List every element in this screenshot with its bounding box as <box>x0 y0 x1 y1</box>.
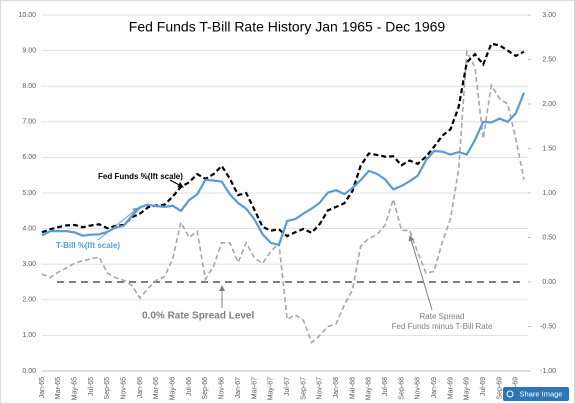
x-tick-label: Mar-69 <box>447 377 454 399</box>
x-tick-label: Nov-65 <box>121 377 128 400</box>
y-tick-label: 6.00 <box>22 154 36 161</box>
share-icon <box>506 390 514 398</box>
reference-annotation: 0.0% Rate Spread Level <box>142 311 254 322</box>
x-tick-label: Sep-66 <box>202 377 209 400</box>
x-tick-label: Jan-69 <box>431 377 438 399</box>
y2-tick-label: -0.50 <box>540 323 556 330</box>
y2-tick-label: 2.00 <box>542 101 556 108</box>
x-tick-label: Sep-69 <box>496 377 503 400</box>
annotation-arrow <box>408 235 433 311</box>
x-tick-label: Jul-69 <box>480 377 487 396</box>
y-tick-label: 3.00 <box>22 261 36 268</box>
series-line <box>41 92 526 247</box>
share-button-bg <box>503 387 569 401</box>
x-tick-label: Jan-68 <box>333 377 340 399</box>
x-tick-label: May-66 <box>170 377 177 400</box>
x-tick-label: Nov-67 <box>317 377 324 400</box>
y2-tick-label: 0.50 <box>542 234 556 241</box>
x-tick-label: Jan-65 <box>39 377 46 399</box>
series-annotation: T-Bill %(lft scale) <box>56 241 120 250</box>
x-tick-label: Jul-67 <box>284 377 291 396</box>
x-tick-label: Mar-68 <box>349 377 356 399</box>
y2-tick-label: -1.00 <box>540 368 556 375</box>
y-tick-label: 8.00 <box>22 83 36 90</box>
y-tick-label: 4.00 <box>22 225 36 232</box>
x-tick-label: May-67 <box>268 377 275 400</box>
x-tick-label: May-65 <box>72 377 79 400</box>
series-annotation: Fed Funds %(lft scale) <box>98 172 183 181</box>
x-tick-label: Mar-67 <box>251 377 258 399</box>
y2-tick-label: 1.50 <box>542 145 556 152</box>
x-tick-label: Sep-68 <box>398 377 405 400</box>
series-line <box>41 48 525 344</box>
share-button-label: Share Image <box>520 389 563 398</box>
x-tick-label: May-68 <box>366 377 373 400</box>
series-annotation: Fed Funds minus T-Bill Rate <box>392 322 493 331</box>
y-tick-label: 0.00 <box>22 368 36 375</box>
x-tick-label: May-69 <box>464 377 471 400</box>
share-button[interactable]: Share Image <box>503 387 569 401</box>
y-tick-label: 2.00 <box>22 297 36 304</box>
series-annotation: Rate Spread <box>420 312 465 321</box>
y2-tick-label: 0.00 <box>542 279 556 286</box>
annotation-arrow <box>169 179 184 188</box>
x-tick-label: Nov-68 <box>415 377 422 400</box>
y2-tick-label: 3.00 <box>542 12 556 19</box>
x-tick-label: Jan-67 <box>235 377 242 399</box>
y2-tick-label: 1.00 <box>542 190 556 197</box>
x-tick-label: Jul-66 <box>186 377 193 396</box>
x-tick-label: Jan-66 <box>137 377 144 399</box>
y-tick-label: 9.00 <box>22 47 36 54</box>
x-tick-label: Sep-65 <box>104 377 111 400</box>
y-tick-label: 5.00 <box>22 190 36 197</box>
y2-tick-label: 2.50 <box>542 56 556 63</box>
y-tick-label: 7.00 <box>22 119 36 126</box>
x-tick-label: Jul-68 <box>382 377 389 396</box>
x-tick-label: Mar-65 <box>55 377 62 399</box>
x-tick-label: Sep-67 <box>300 377 307 400</box>
y-tick-label: 10.00 <box>18 12 36 19</box>
x-tick-label: Mar-66 <box>153 377 160 399</box>
chart-title: Fed Funds T-Bill Rate History Jan 1965 -… <box>129 19 446 35</box>
x-tick-label: Nov-66 <box>219 377 226 400</box>
x-tick-label: Jul-65 <box>88 377 95 396</box>
annotation-arrow <box>97 207 139 241</box>
y-tick-label: 1.00 <box>22 332 36 339</box>
